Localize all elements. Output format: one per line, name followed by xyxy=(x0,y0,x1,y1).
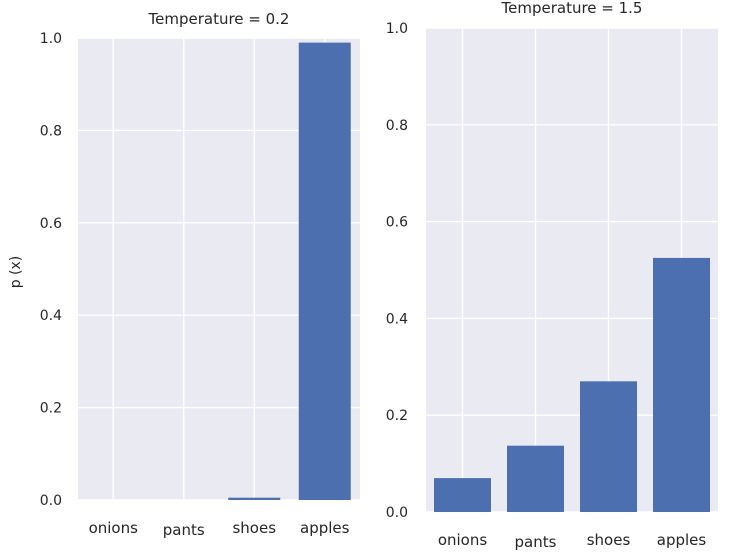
y-tick-label: 0.0 xyxy=(40,493,62,509)
bar-shoes xyxy=(228,497,281,500)
y-axis-label: p (x) xyxy=(8,256,24,289)
chart-title: Temperature = 0.2 xyxy=(148,10,290,28)
x-tick-label: apples xyxy=(300,519,350,537)
y-tick-label: 1.0 xyxy=(40,31,62,47)
y-tick-label: 0.0 xyxy=(386,505,408,521)
bar-pants xyxy=(507,445,564,512)
bar-apples xyxy=(653,257,710,512)
x-tick-label: pants xyxy=(515,533,557,551)
chart-title: Temperature = 1.5 xyxy=(501,0,643,17)
y-tick-label: 0.8 xyxy=(40,123,62,139)
y-tick-label: 0.2 xyxy=(40,401,62,417)
y-tick-label: 0.4 xyxy=(40,308,62,324)
bar-onions xyxy=(434,478,491,512)
x-tick-label: onions xyxy=(89,519,139,537)
bar-shoes xyxy=(580,381,637,512)
y-tick-label: 1.0 xyxy=(386,21,408,37)
left-chart-panel: 0.0 0.2 0.4 0.6 0.8 1.0 onions pants shoes apples… xyxy=(40,10,360,539)
y-tick-label: 0.6 xyxy=(40,216,62,232)
x-tick-label: onions xyxy=(438,531,488,549)
x-tick-label: shoes xyxy=(232,519,276,537)
x-tick-label: apples xyxy=(657,531,707,549)
y-tick-label: 0.2 xyxy=(386,408,408,424)
y-tick-label: 0.4 xyxy=(386,311,408,327)
bar-apples xyxy=(298,42,351,501)
y-tick-label: 0.8 xyxy=(386,118,408,134)
x-tick-label: shoes xyxy=(587,531,631,549)
right-chart-panel: 0.0 0.2 0.4 0.6 0.8 1.0 onions pants shoes apples… xyxy=(386,0,718,551)
x-tick-label: pants xyxy=(163,521,205,539)
y-tick-label: 0.6 xyxy=(386,215,408,231)
